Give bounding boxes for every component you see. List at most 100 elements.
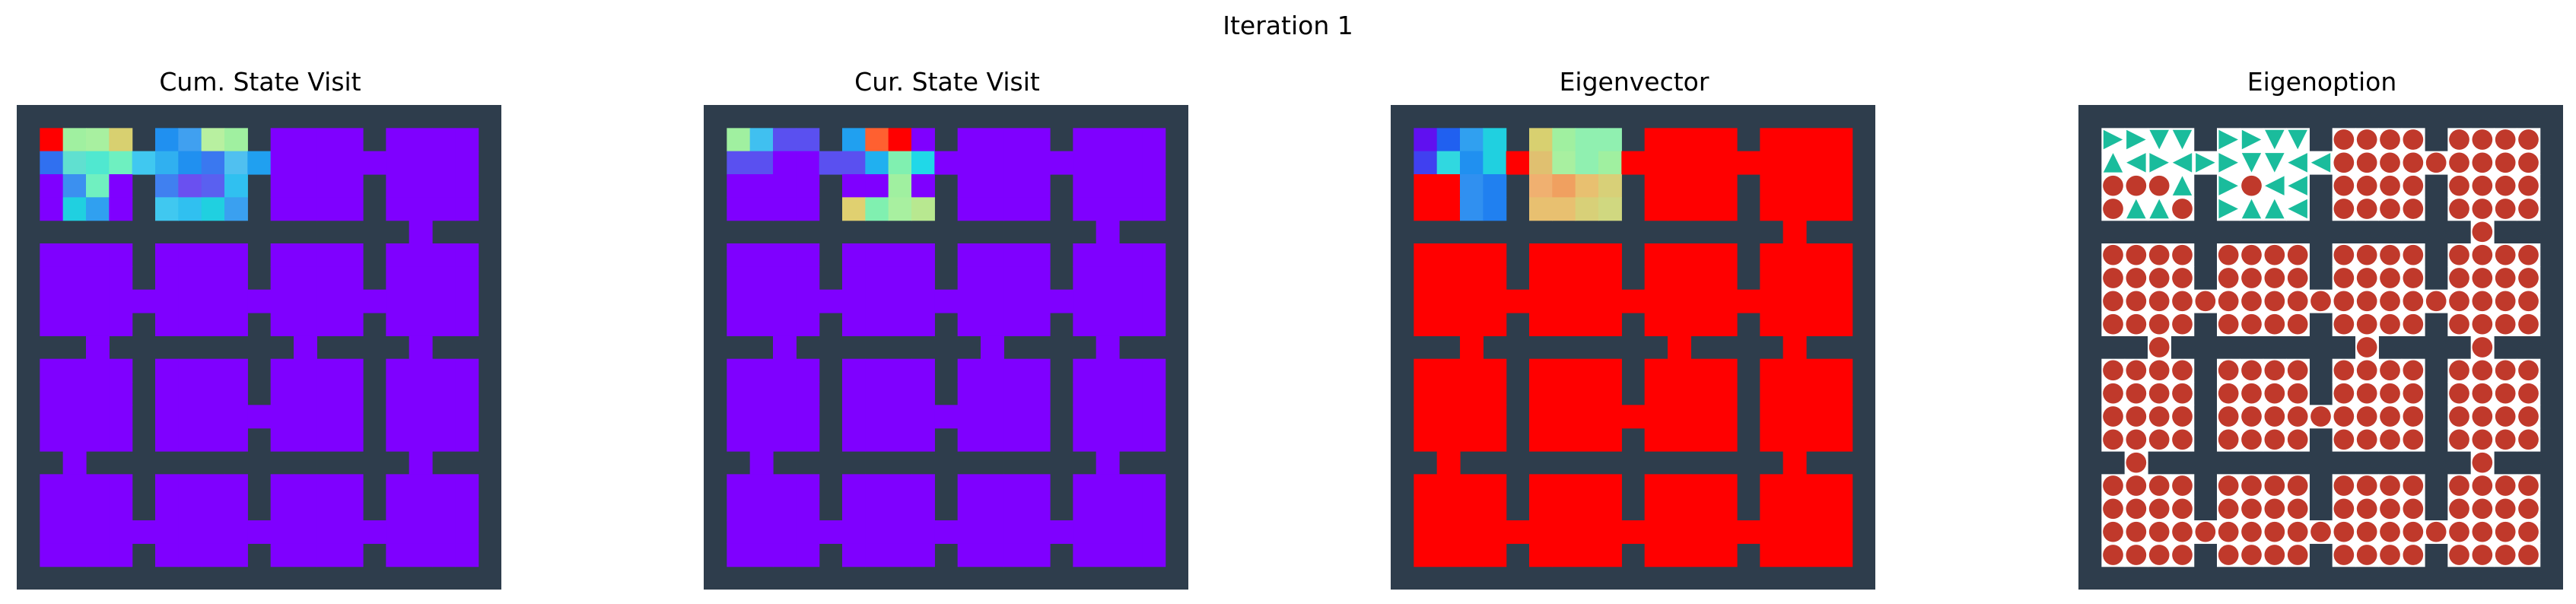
heatmap-cell	[749, 174, 774, 198]
heatmap-cell	[1142, 313, 1166, 336]
terminal-state-dot	[2172, 360, 2193, 381]
heatmap-cell	[109, 174, 133, 198]
terminal-state-dot	[2472, 268, 2493, 288]
terminal-state-dot	[2356, 337, 2377, 358]
heatmap-cell	[1783, 128, 1807, 152]
terminal-state-dot	[2380, 521, 2400, 542]
policy-arrow-left	[2265, 176, 2285, 196]
heatmap-cell	[201, 428, 225, 452]
heatmap-cell	[1460, 289, 1484, 313]
heatmap-cell	[1760, 405, 1784, 429]
heatmap-cell	[86, 497, 110, 521]
heatmap-cell	[40, 474, 64, 498]
heatmap-cell	[224, 405, 248, 429]
heatmap-cell	[62, 289, 87, 313]
heatmap-cell	[1142, 543, 1166, 567]
heatmap-cell	[1003, 520, 1028, 544]
terminal-state-dot	[2356, 175, 2377, 196]
heatmap-cell	[1760, 520, 1784, 544]
terminal-state-dot	[2241, 360, 2262, 381]
heatmap-cell	[1142, 174, 1166, 198]
heatmap-cell	[865, 289, 889, 313]
heatmap-cell	[455, 128, 479, 152]
heatmap-cell	[62, 358, 87, 383]
heatmap-cell	[1713, 497, 1738, 521]
heatmap-cell	[201, 520, 225, 544]
heatmap-cell	[1003, 151, 1028, 175]
heatmap-cell	[911, 197, 935, 221]
heatmap-cell	[981, 520, 1004, 544]
heatmap-cell	[270, 358, 294, 383]
heatmap-cell	[888, 497, 912, 521]
heatmap-cell	[819, 289, 843, 313]
heatmap-cell	[1783, 428, 1807, 452]
heatmap-cell	[727, 520, 751, 544]
heatmap-cell	[1644, 428, 1668, 452]
heatmap-cell	[842, 543, 866, 567]
terminal-state-dot	[2518, 475, 2539, 496]
policy-arrow-down	[2172, 129, 2193, 150]
heatmap-cell	[1806, 543, 1830, 567]
terminal-state-dot	[2403, 129, 2424, 150]
terminal-state-dot	[2380, 475, 2400, 496]
heatmap-cell	[888, 382, 912, 405]
terminal-state-dot	[2241, 498, 2262, 520]
heatmap-cell	[749, 289, 774, 313]
heatmap-cell	[294, 197, 317, 221]
heatmap-cell	[1436, 289, 1461, 313]
terminal-state-dot	[2518, 199, 2539, 219]
heatmap-cell	[1690, 266, 1715, 291]
heatmap-cell	[1668, 358, 1691, 383]
terminal-state-dot	[2333, 475, 2355, 496]
heatmap-cell	[40, 243, 64, 267]
terminal-state-dot	[2241, 429, 2262, 450]
heatmap-cell	[155, 428, 179, 452]
heatmap-cell	[1142, 151, 1166, 175]
heatmap-cell	[409, 174, 433, 198]
heatmap-cell	[796, 197, 820, 221]
heatmap-cell	[1552, 174, 1576, 198]
heatmap-cell	[1783, 520, 1807, 544]
heatmap-cell	[109, 520, 133, 544]
heatmap-cell	[132, 289, 156, 313]
heatmap-cell	[1436, 266, 1461, 291]
heatmap-cell	[1119, 128, 1143, 152]
heatmap-cell	[1026, 128, 1051, 152]
heatmap-cell	[1713, 128, 1738, 152]
heatmap-cell	[155, 405, 179, 429]
heatmap-cell	[109, 543, 133, 567]
terminal-state-dot	[2518, 291, 2539, 312]
heatmap-cell	[1760, 243, 1784, 267]
heatmap-cell	[957, 197, 981, 221]
heatmap-cell	[155, 543, 179, 567]
heatmap-cell	[1096, 266, 1120, 291]
heatmap-cell	[888, 289, 912, 313]
heatmap-cell	[1783, 197, 1807, 221]
heatmap-cell	[773, 520, 797, 544]
heatmap-cell	[386, 543, 410, 567]
heatmap-cell	[1073, 266, 1097, 291]
heatmap-cell	[86, 151, 110, 175]
heatmap-cell	[1575, 289, 1599, 313]
heatmap-cell	[1436, 451, 1461, 475]
terminal-state-dot	[2333, 152, 2355, 173]
heatmap-cell	[432, 520, 456, 544]
heatmap-cell	[888, 543, 912, 567]
terminal-state-dot	[2333, 268, 2355, 288]
heatmap-cell	[270, 289, 294, 313]
heatmap-cell	[224, 474, 248, 498]
terminal-state-dot	[2495, 244, 2516, 265]
terminal-state-dot	[2103, 406, 2123, 427]
heatmap-cell	[1119, 405, 1143, 429]
heatmap-cell	[1668, 474, 1691, 498]
heatmap-cell	[773, 382, 797, 405]
heatmap-cell	[1713, 520, 1738, 544]
heatmap-cell	[1713, 289, 1738, 313]
heatmap-cell	[339, 428, 364, 452]
heatmap-cell	[1690, 497, 1715, 521]
terminal-state-dot	[2472, 360, 2493, 381]
heatmap-cell	[339, 151, 364, 175]
heatmap-cell	[888, 405, 912, 429]
heatmap-cell	[86, 197, 110, 221]
terminal-state-dot	[2103, 475, 2123, 496]
